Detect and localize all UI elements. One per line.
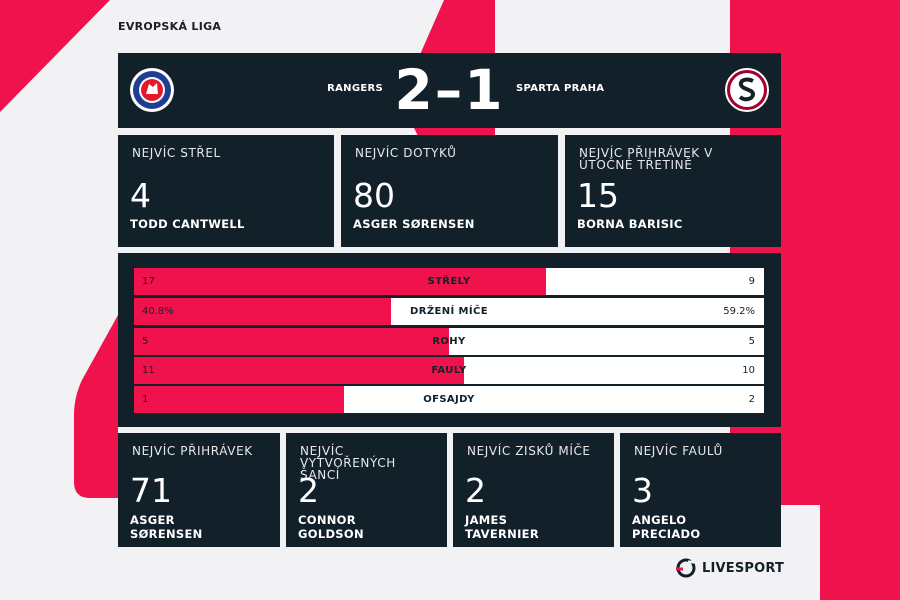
stat-card-label: NEJVÍC DOTYKŮ	[355, 146, 457, 160]
bottom-stat-card-recoveries: NEJVÍC ZISKŮ MÍČE 2 JAMES TAVERNIER	[453, 433, 614, 547]
livesport-branding: LIVESPORT	[675, 556, 784, 580]
home-value: 1	[142, 394, 149, 405]
stat-card-label: NEJVÍC PŘIHRÁVEK V ÚTOČNÉ TŘETINĚ	[579, 146, 713, 172]
home-share-bar	[134, 328, 449, 355]
stat-card-value: 4	[130, 176, 151, 215]
away-team-name: SPARTA PRAHA	[516, 83, 605, 94]
home-value: 5	[142, 336, 149, 347]
stat-label: DRŽENÍ MÍČE	[410, 306, 488, 317]
stat-label: ROHY	[432, 336, 466, 347]
stat-card-label: NEJVÍC ZISKŮ MÍČE	[467, 444, 591, 458]
stat-card-value: 3	[632, 471, 653, 510]
stat-card-value: 80	[353, 176, 395, 215]
bottom-stat-card-most-passes: NEJVÍC PŘIHRÁVEK 71 ASGER SØRENSEN	[118, 433, 280, 547]
home-value: 11	[142, 365, 155, 376]
away-value: 5	[748, 336, 755, 347]
home-share-bar	[134, 268, 547, 295]
comparison-row-offsides: 1 OFSAJDY 2	[134, 386, 764, 413]
stat-card-player: ANGELO PRECIADO	[632, 513, 701, 541]
home-value: 17	[142, 276, 155, 287]
stat-card-label: NEJVÍC STŘEL	[132, 146, 221, 160]
home-score: 2	[394, 58, 435, 122]
brand-name: LIVESPORT	[702, 560, 785, 576]
bottom-stat-card-chances-created: NEJVÍC VYTVOŘENÝCH ŠANCÍ 2 CONNOR GOLDSO…	[286, 433, 447, 547]
top-stat-card-most-touches: NEJVÍC DOTYKŮ 80 ASGER SØRENSEN	[341, 135, 558, 247]
stat-card-player: ASGER SØRENSEN	[353, 217, 475, 231]
top-stat-card-most-shots: NEJVÍC STŘEL 4 TODD CANTWELL	[118, 135, 334, 247]
stat-card-value: 2	[298, 471, 319, 510]
home-team-name: RANGERS	[327, 83, 383, 94]
away-value: 59.2%	[723, 306, 755, 317]
scoreboard: RANGERS 2–1 SPARTA PRAHA	[118, 53, 781, 128]
stat-card-player: JAMES TAVERNIER	[465, 513, 539, 541]
comparison-row-fouls: 11 FAULY 10	[134, 357, 764, 384]
home-share-bar	[134, 298, 392, 325]
comparison-row-shots: 17 STŘELY 9	[134, 268, 764, 295]
away-value: 10	[742, 365, 755, 376]
team-comparison-panel: 17 STŘELY 9 40.8% DRŽENÍ MÍČE 59.2% 5 RO…	[118, 253, 781, 427]
stat-card-player: TODD CANTWELL	[130, 217, 245, 231]
away-score: 1	[464, 58, 505, 122]
comparison-row-possession: 40.8% DRŽENÍ MÍČE 59.2%	[134, 298, 764, 325]
away-value: 2	[748, 394, 755, 405]
rangers-crest-icon	[130, 68, 174, 112]
comparison-row-corners: 5 ROHY 5	[134, 328, 764, 355]
sparta-praha-crest-icon	[725, 68, 769, 112]
stat-card-label: NEJVÍC VYTVOŘENÝCH ŠANCÍ	[300, 444, 396, 482]
stat-card-label: NEJVÍC FAULŮ	[634, 444, 723, 458]
stat-card-player: CONNOR GOLDSON	[298, 513, 364, 541]
bottom-stat-card-most-fouls: NEJVÍC FAULŮ 3 ANGELO PRECIADO	[620, 433, 781, 547]
top-stat-card-final-third-passes: NEJVÍC PŘIHRÁVEK V ÚTOČNÉ TŘETINĚ 15 BOR…	[565, 135, 781, 247]
home-share-bar	[134, 357, 465, 384]
match-score: 2–1	[118, 57, 781, 123]
score-separator: –	[434, 58, 465, 122]
stat-card-value: 71	[130, 471, 172, 510]
stat-label: FAULY	[431, 365, 467, 376]
stat-card-player: BORNA BARISIC	[577, 217, 683, 231]
away-value: 9	[748, 276, 755, 287]
stat-label: OFSAJDY	[423, 394, 475, 405]
stat-card-player: ASGER SØRENSEN	[130, 513, 203, 541]
home-share-bar	[134, 386, 344, 413]
home-value: 40.8%	[142, 306, 174, 317]
stat-card-value: 15	[577, 176, 619, 215]
stat-label: STŘELY	[427, 276, 471, 287]
stat-card-value: 2	[465, 471, 486, 510]
stat-card-label: NEJVÍC PŘIHRÁVEK	[132, 444, 253, 458]
competition-title: EVROPSKÁ LIGA	[118, 20, 222, 33]
livesport-logo-icon	[676, 558, 696, 578]
